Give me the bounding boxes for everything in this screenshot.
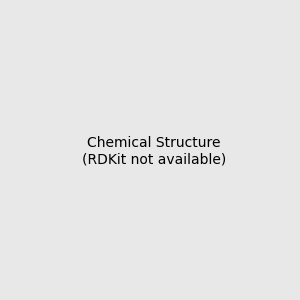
Text: Chemical Structure
(RDKit not available): Chemical Structure (RDKit not available) bbox=[82, 136, 226, 166]
